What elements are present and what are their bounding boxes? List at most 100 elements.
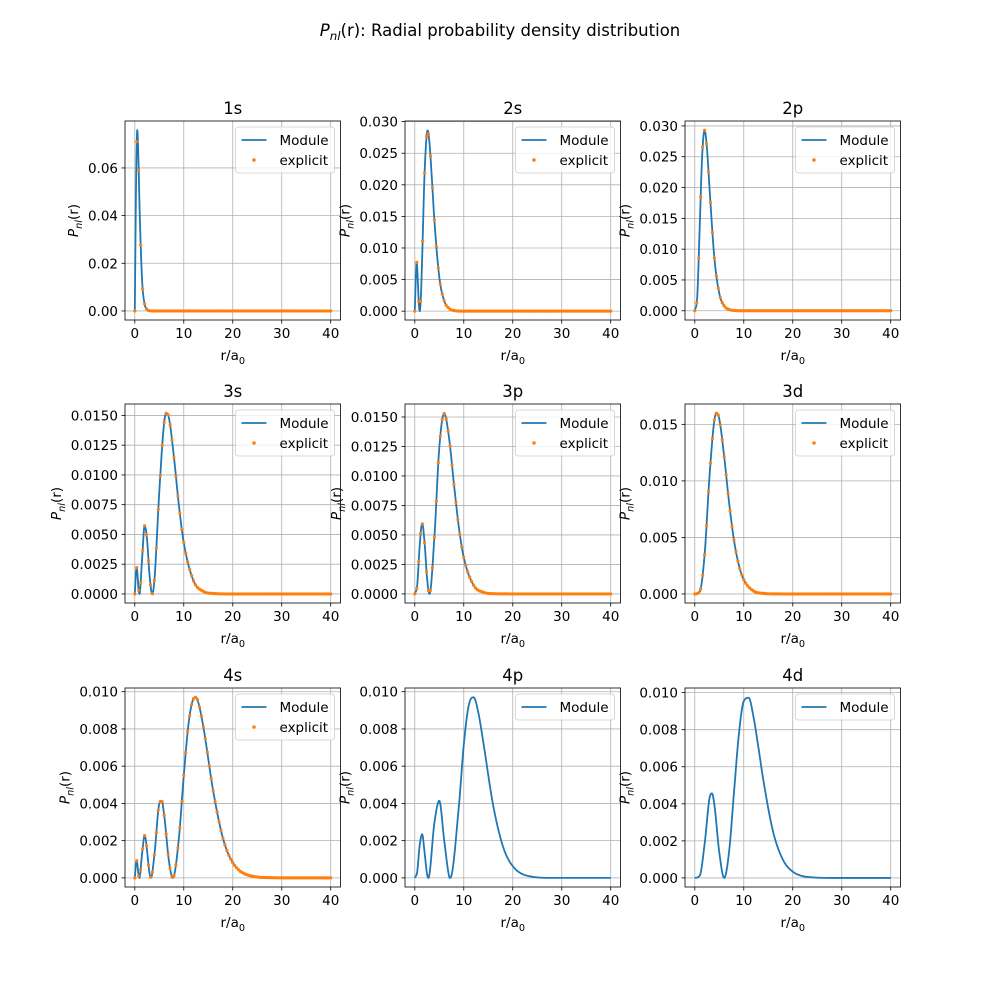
x-tick-label: 30 bbox=[273, 326, 290, 342]
y-tick-label: 0.010 bbox=[359, 685, 398, 701]
plot-area bbox=[413, 129, 613, 313]
data-point-explicit bbox=[726, 492, 730, 496]
x-axis-label: r/a0 bbox=[500, 631, 525, 650]
data-point-explicit bbox=[141, 549, 145, 553]
data-point-explicit bbox=[184, 551, 188, 555]
legend-entry-label: Module bbox=[840, 416, 889, 432]
data-point-explicit bbox=[229, 857, 233, 861]
data-point-explicit bbox=[701, 573, 705, 578]
plot-area bbox=[133, 695, 333, 880]
data-point-explicit bbox=[144, 844, 149, 848]
y-axis-label: Pnl(r) bbox=[617, 204, 636, 237]
axes-frame bbox=[124, 687, 341, 888]
x-tick-label: 20 bbox=[224, 893, 241, 909]
data-point-explicit bbox=[415, 586, 419, 591]
x-axis-label: r/a0 bbox=[780, 915, 805, 934]
data-point-explicit bbox=[168, 866, 172, 871]
data-point-explicit bbox=[133, 876, 137, 880]
data-point-explicit bbox=[135, 859, 139, 863]
data-point-explicit bbox=[146, 863, 151, 867]
data-point-explicit bbox=[434, 499, 438, 503]
x-tick-label: 30 bbox=[273, 609, 290, 625]
x-tick-label: 20 bbox=[784, 326, 801, 342]
x-axis-label: r/a0 bbox=[220, 631, 245, 650]
data-point-explicit bbox=[148, 875, 153, 879]
data-point-explicit bbox=[174, 863, 178, 867]
data-point-explicit bbox=[419, 299, 423, 303]
data-point-explicit bbox=[174, 474, 178, 479]
x-tick-label: 20 bbox=[504, 326, 521, 342]
x-tick-label: 40 bbox=[882, 609, 899, 625]
subplot-1s: 0 10 20 30 40 0.00 0.02 0.04 0.06 1s r/a0 Pnl(r) Mod… bbox=[66, 99, 341, 367]
data-point-explicit bbox=[714, 274, 718, 278]
axes-frame bbox=[684, 403, 901, 604]
y-tick-label: 0.005 bbox=[359, 273, 398, 289]
data-point-explicit bbox=[710, 231, 715, 235]
subplot-3p: 0 10 20 30 40 0.0000 0.0025 0.0050 0.0075 0.0100 0… bbox=[329, 382, 621, 650]
series-line-module bbox=[694, 696, 892, 879]
y-tick-label: 0.0075 bbox=[351, 498, 398, 514]
data-point-explicit bbox=[166, 852, 170, 856]
data-point-explicit bbox=[442, 411, 446, 416]
legend-marker-icon bbox=[252, 158, 256, 162]
data-point-explicit bbox=[142, 524, 147, 528]
data-point-explicit bbox=[422, 541, 427, 545]
axes-frame bbox=[404, 403, 621, 604]
data-point-explicit bbox=[160, 443, 164, 448]
data-point-explicit bbox=[738, 567, 742, 571]
data-point-explicit bbox=[135, 566, 139, 570]
data-point-explicit bbox=[186, 729, 190, 733]
data-point-explicit bbox=[450, 463, 454, 467]
legend-entry-label: Module bbox=[560, 700, 609, 716]
y-tick-label: 0.010 bbox=[639, 474, 678, 490]
data-point-explicit bbox=[170, 438, 174, 442]
data-point-explicit bbox=[460, 545, 464, 549]
data-point-explicit bbox=[176, 494, 180, 498]
data-point-explicit bbox=[146, 559, 151, 563]
x-tick-label: 0 bbox=[130, 326, 139, 342]
data-point-explicit bbox=[133, 309, 137, 313]
y-tick-label: 0.030 bbox=[359, 115, 398, 131]
data-point-explicit bbox=[440, 292, 444, 296]
y-tick-label: 0.0100 bbox=[71, 468, 118, 484]
legend-marker-icon bbox=[532, 441, 536, 445]
x-tick-label: 20 bbox=[784, 609, 801, 625]
data-point-explicit bbox=[141, 847, 145, 851]
data-point-explicit bbox=[718, 423, 722, 427]
data-point-explicit bbox=[201, 725, 205, 729]
x-tick-label: 20 bbox=[504, 893, 521, 909]
legend-marker-icon bbox=[812, 158, 816, 162]
data-point-explicit bbox=[722, 454, 726, 459]
series-markers-explicit bbox=[693, 128, 893, 313]
data-point-explicit bbox=[704, 142, 709, 146]
data-point-explicit bbox=[188, 714, 192, 718]
data-point-explicit bbox=[734, 550, 738, 554]
data-point-explicit bbox=[156, 808, 160, 812]
data-point-explicit bbox=[889, 309, 893, 313]
data-point-explicit bbox=[133, 592, 137, 596]
data-point-explicit bbox=[139, 867, 143, 871]
data-point-explicit bbox=[714, 411, 718, 415]
data-point-explicit bbox=[158, 474, 162, 478]
data-point-explicit bbox=[422, 171, 427, 175]
data-point-explicit bbox=[432, 535, 436, 539]
data-point-explicit bbox=[432, 218, 436, 222]
data-point-explicit bbox=[178, 511, 182, 516]
x-tick-label: 30 bbox=[833, 609, 850, 625]
x-tick-label: 10 bbox=[455, 326, 472, 342]
data-point-explicit bbox=[148, 583, 153, 587]
subplot-2p: 0 10 20 30 40 0.000 0.005 0.010 0.015 0.020 0.025 0… bbox=[617, 99, 901, 367]
plot-area bbox=[693, 411, 893, 596]
data-point-explicit bbox=[421, 522, 425, 526]
series-markers-explicit bbox=[133, 140, 333, 313]
y-tick-label: 0.010 bbox=[79, 685, 118, 701]
y-tick-label: 0.004 bbox=[639, 797, 678, 813]
legend-box bbox=[795, 693, 895, 721]
x-tick-label: 0 bbox=[690, 609, 699, 625]
data-point-explicit bbox=[428, 588, 433, 592]
legend-entry-label: explicit bbox=[280, 436, 329, 452]
legend-entry-label: explicit bbox=[560, 436, 609, 452]
data-point-explicit bbox=[144, 533, 149, 537]
y-axis-label: Pnl(r) bbox=[329, 487, 348, 520]
data-point-explicit bbox=[415, 260, 419, 264]
